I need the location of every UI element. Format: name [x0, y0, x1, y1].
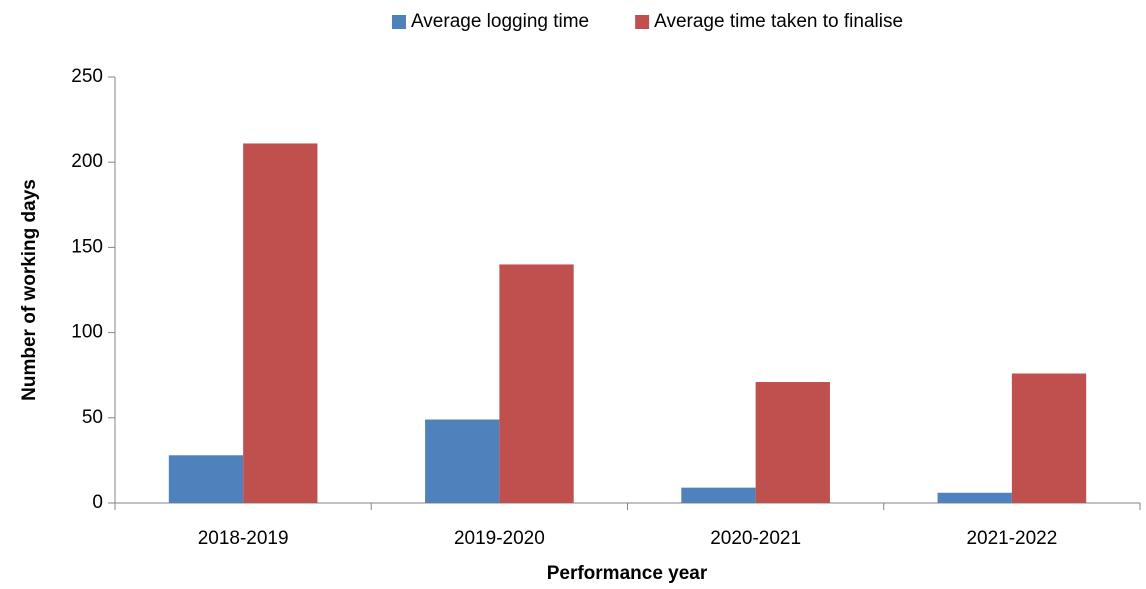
y-axis-label: Number of working days: [19, 179, 40, 401]
x-axis-label: Performance year: [547, 563, 708, 584]
bar: [499, 264, 574, 503]
legend-swatch: [391, 15, 406, 29]
x-tick-label: 2021-2022: [966, 528, 1057, 549]
bar: [755, 382, 830, 503]
bar: [168, 455, 244, 503]
bar: [243, 143, 318, 503]
y-tick-label: 150: [71, 236, 103, 257]
bar: [937, 492, 1012, 503]
x-tick-label: 2018-2019: [198, 528, 289, 549]
legend-swatch: [635, 15, 650, 29]
legend-label: Average time taken to finalise: [654, 11, 903, 32]
bar: [681, 487, 756, 503]
y-tick-label: 50: [82, 407, 103, 428]
y-tick-label: 100: [71, 322, 103, 343]
y-tick-label: 200: [71, 151, 103, 172]
legend-label: Average logging time: [411, 11, 589, 32]
bar: [1011, 373, 1087, 503]
y-tick-label: 250: [71, 66, 103, 87]
bar: [425, 419, 500, 503]
x-tick-label: 2019-2020: [454, 528, 545, 549]
y-tick-label: 0: [92, 492, 103, 513]
x-tick-label: 2020-2021: [710, 528, 801, 549]
